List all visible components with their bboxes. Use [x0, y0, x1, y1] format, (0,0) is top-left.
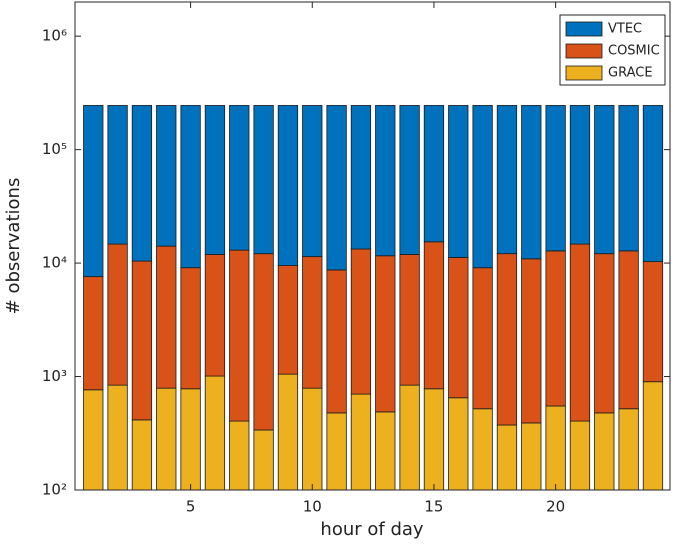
bar-segment	[375, 411, 396, 491]
bar-segment	[156, 387, 177, 491]
bar-segment	[569, 105, 591, 245]
bar-segment	[618, 250, 639, 410]
legend-swatch	[565, 43, 603, 59]
bar-segment	[302, 105, 323, 258]
bar-segment	[423, 105, 445, 243]
bar-segment	[107, 243, 128, 386]
bar-segment	[423, 388, 445, 491]
bar-segment	[107, 105, 128, 245]
bar-segment	[326, 412, 347, 491]
legend-swatch	[565, 65, 603, 81]
bar-segment	[618, 105, 639, 252]
bar-segment	[496, 424, 518, 491]
bar-segment	[569, 243, 591, 422]
bar-segment	[350, 248, 372, 395]
bar-segment	[180, 105, 201, 269]
bar-segment	[448, 257, 469, 399]
bar-segment	[399, 105, 420, 255]
bar-segment	[277, 105, 299, 267]
bar-segment	[326, 269, 347, 414]
legend-swatch	[565, 21, 603, 37]
bar-segment	[594, 253, 615, 414]
bar-segment	[472, 408, 493, 491]
bar-segment	[302, 387, 323, 491]
y-tick-label: 10³	[42, 367, 67, 385]
bar-segment	[131, 105, 153, 262]
bar-segment	[277, 265, 299, 375]
bar-segment	[496, 105, 518, 255]
bar-segment	[545, 405, 566, 491]
bar-segment	[545, 250, 566, 407]
bar-segment	[399, 254, 420, 386]
y-tick-label: 10⁴	[42, 254, 67, 272]
bar-segment	[496, 253, 518, 426]
bar-segment	[399, 384, 420, 491]
bar-segment	[642, 105, 664, 263]
bar-segment	[472, 105, 493, 269]
x-axis-title: hour of day	[320, 519, 423, 540]
x-tick-label: 20	[546, 498, 565, 516]
bar-segment	[618, 408, 639, 491]
bar-segment	[302, 256, 323, 389]
legend-label: COSMIC	[608, 44, 660, 59]
bar-segment	[545, 105, 566, 252]
x-tick-label: 15	[424, 498, 443, 516]
bar-segment	[448, 105, 469, 258]
bar-segment	[156, 245, 177, 389]
bar-segment	[83, 105, 104, 278]
bar-segment	[83, 276, 104, 391]
y-axis-title: # observations	[3, 178, 24, 315]
bar-segment	[229, 105, 250, 251]
bar-segment	[83, 389, 104, 491]
bar-segment	[521, 105, 542, 260]
bar-segment	[131, 419, 153, 491]
x-tick-label: 10	[303, 498, 322, 516]
bar-segment	[253, 253, 274, 431]
bar-segment	[180, 267, 201, 390]
bar-segment	[472, 267, 493, 410]
bar-segment	[642, 261, 664, 383]
y-tick-label: 10⁶	[42, 27, 67, 45]
bar-segment	[253, 105, 274, 255]
bar-segment	[156, 105, 177, 247]
bar-segment	[204, 105, 226, 255]
bar-segment	[131, 260, 153, 421]
x-tick-label: 5	[186, 498, 196, 516]
y-tick-label: 10²	[42, 481, 67, 499]
y-tick-label: 10⁵	[42, 140, 67, 158]
legend-label: VTEC	[608, 22, 642, 37]
bar-segment	[423, 241, 445, 390]
bar-segment	[229, 420, 250, 491]
bar-segment	[375, 255, 396, 413]
bar-segment	[521, 258, 542, 424]
bar-segment	[594, 412, 615, 491]
bar-segment	[521, 422, 542, 491]
bar-segment	[326, 105, 347, 271]
bar-segment	[204, 254, 226, 377]
bar-segment	[642, 381, 664, 491]
bar-segment	[277, 373, 299, 491]
bar-segment	[375, 105, 396, 257]
bar-segment	[229, 249, 250, 422]
bar-segment	[180, 388, 201, 491]
bar-segment	[448, 397, 469, 491]
bar-segment	[253, 429, 274, 491]
bar-segment	[204, 375, 226, 491]
bar-segment	[569, 420, 591, 491]
bar-segment	[107, 384, 128, 491]
bar-segment	[350, 393, 372, 491]
plot-frame	[74, 1, 671, 491]
legend-label: GRACE	[608, 66, 653, 81]
bar-segment	[350, 105, 372, 250]
bar-segment	[594, 105, 615, 255]
